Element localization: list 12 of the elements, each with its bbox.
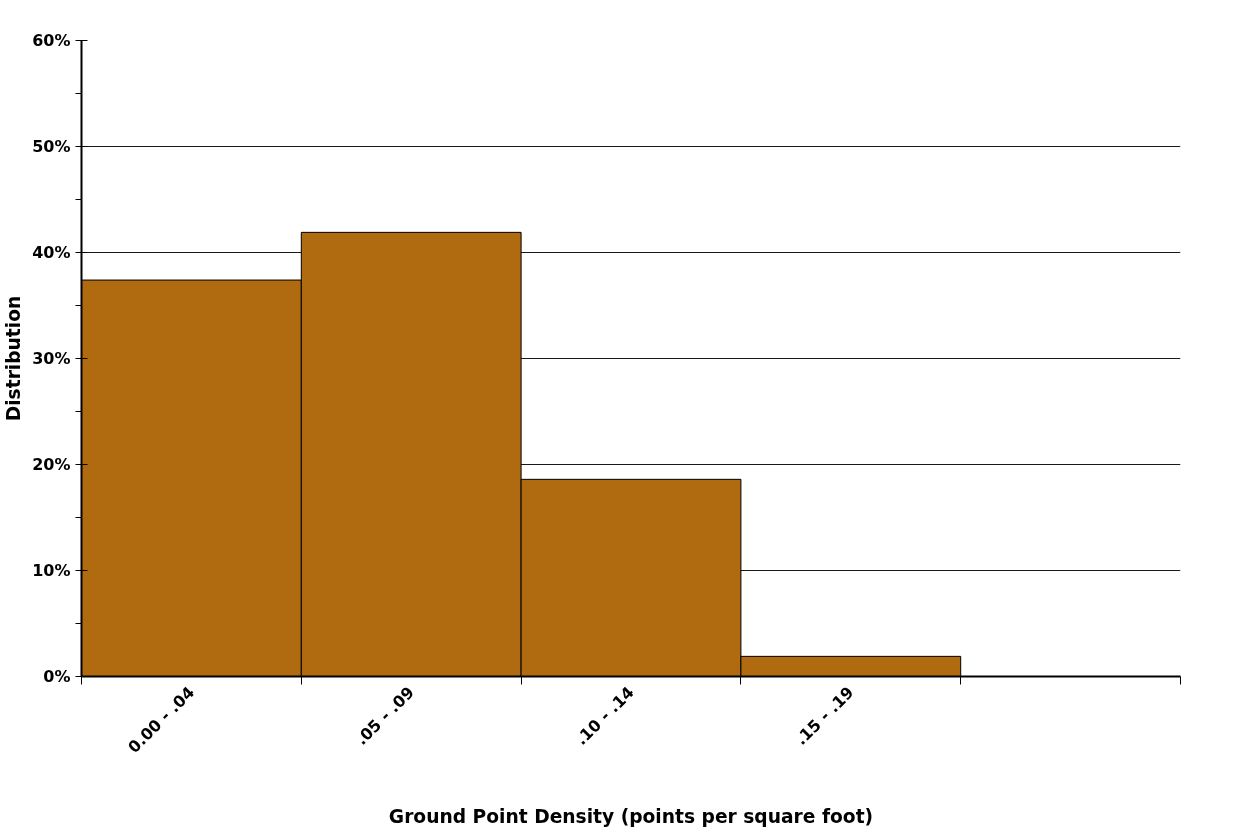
x-tick-label: .10 - .14 — [571, 682, 638, 749]
y-tick-label: 50% — [32, 137, 71, 156]
y-tick-label: 40% — [32, 243, 71, 262]
y-tick-label: 20% — [32, 455, 71, 474]
x-axis-title: Ground Point Density (points per square foot) — [388, 806, 874, 828]
x-tick-label: .15 - .19 — [791, 682, 858, 749]
y-tick-label: 10% — [32, 561, 71, 580]
y-tick-label: 30% — [32, 349, 71, 368]
y-tick-label: 0% — [43, 667, 71, 686]
y-axis-title: Distribution — [3, 295, 25, 422]
x-tick-label: .05 - .09 — [351, 682, 418, 749]
y-tick-label: 60% — [32, 31, 71, 50]
